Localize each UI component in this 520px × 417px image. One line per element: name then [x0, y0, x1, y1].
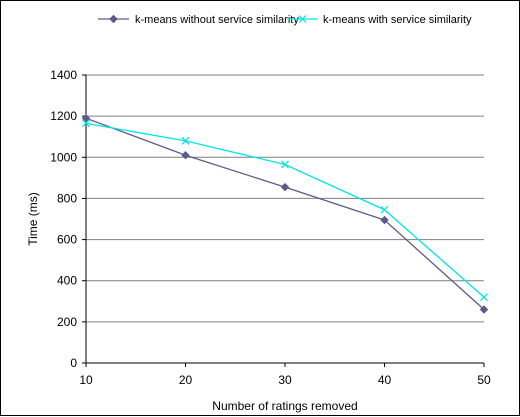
legend-marker	[298, 15, 307, 23]
y-tick-label: 400	[57, 274, 77, 288]
y-tick-label: 200	[57, 315, 77, 329]
legend-label: k-means with service similarity	[323, 14, 472, 26]
x-tick-label: 30	[278, 373, 292, 387]
x-tick-label: 20	[179, 373, 193, 387]
x-tick-label: 40	[378, 373, 392, 387]
legend-marker	[109, 14, 118, 24]
y-tick-label: 1400	[50, 68, 77, 82]
y-tick-label: 1000	[50, 150, 77, 164]
data-point-series-2	[181, 136, 190, 145]
data-point-series-1	[380, 215, 389, 225]
data-point-series-2	[281, 160, 289, 169]
x-tick-label: 10	[79, 373, 93, 387]
series-line-2	[85, 122, 485, 298]
x-axis-title: Number of ratings removed	[212, 399, 357, 413]
data-point-series-1	[479, 305, 489, 314]
x-tick-label: 50	[477, 373, 491, 387]
y-tick-label: 0	[70, 356, 77, 370]
data-point-series-1	[181, 151, 190, 160]
data-point-series-1	[81, 113, 91, 123]
legend: k-means without service similarity k-mean…	[98, 14, 472, 26]
data-point-series-2	[480, 293, 488, 302]
data-point-series-2	[82, 119, 90, 128]
data-point-series-1	[280, 182, 290, 192]
axes: 0 200 400 600 800 1000 1200 1400 10 20 30 40 50	[50, 68, 491, 387]
y-tick-label: 600	[57, 233, 77, 247]
y-tick-label: 800	[57, 191, 77, 205]
series-lines	[81, 113, 489, 314]
data-point-series-2	[380, 205, 389, 214]
y-tick-label: 1200	[50, 109, 77, 123]
y-axis-title: Time (ms)	[26, 192, 40, 246]
legend-label: k-means without service similarity	[135, 14, 299, 26]
gridlines	[86, 74, 484, 323]
